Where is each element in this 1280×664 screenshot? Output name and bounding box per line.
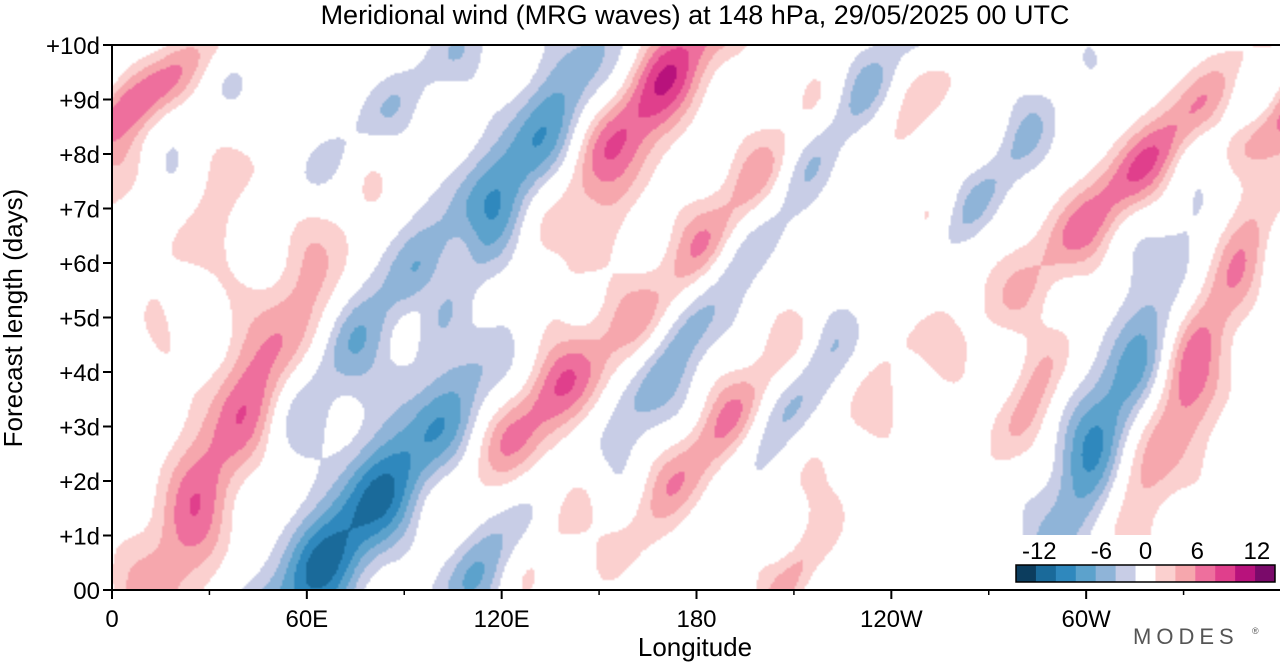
colorbar-swatch xyxy=(1135,565,1156,582)
colorbar-labels: -12 -6 0 6 12 xyxy=(1022,538,1270,565)
y-tick-label: +3d xyxy=(59,415,100,442)
colorbar-swatch xyxy=(1255,565,1276,582)
y-axis-label: Forecast length (days) xyxy=(0,189,28,448)
colorbar-swatch xyxy=(1055,565,1077,582)
x-tick-label: 180 xyxy=(676,606,716,633)
x-tick-label: 60E xyxy=(285,606,328,633)
x-tick-label: 120W xyxy=(860,606,923,633)
y-tick-label: 00 xyxy=(73,578,100,605)
brand-mark: ® xyxy=(1252,626,1259,636)
x-axis-label: Longitude xyxy=(638,632,752,662)
colorbar-swatch xyxy=(1035,565,1057,582)
chart-title: Meridional wind (MRG waves) at 148 hPa, … xyxy=(321,0,1070,30)
x-tick-label: 60W xyxy=(1061,606,1111,633)
colorbar-legend: -12 -6 0 6 12 xyxy=(1010,535,1280,589)
y-tick-label: +2d xyxy=(59,469,100,496)
colorbar-swatch xyxy=(1016,565,1037,582)
colorbar-tick-label: 0 xyxy=(1139,538,1152,565)
colorbar-swatch xyxy=(1075,565,1097,582)
y-axis: 00 +1d +2d +3d +4d +5d +6d +7d +8d +9d +10d xyxy=(46,33,112,605)
plot-area xyxy=(111,44,1280,591)
y-tick-label: +4d xyxy=(59,360,100,387)
x-tick-label: 120E xyxy=(474,606,530,633)
colorbar-frame xyxy=(1015,564,1276,583)
y-tick-label: +10d xyxy=(46,33,100,60)
colorbar-swatch xyxy=(1195,565,1216,582)
colorbar-swatch xyxy=(1155,565,1176,582)
y-tick-label: +1d xyxy=(59,524,100,551)
colorbar-tick-label: -12 xyxy=(1022,538,1057,565)
colorbar-swatch xyxy=(1095,565,1117,582)
colorbar-swatches xyxy=(1015,564,1276,583)
y-tick-label: +7d xyxy=(59,197,100,224)
colorbar-swatch xyxy=(1235,565,1256,582)
colorbar-swatch xyxy=(1115,565,1137,582)
y-tick-label: +8d xyxy=(59,142,100,169)
x-tick-label: 0 xyxy=(105,606,118,633)
colorbar-tick-label: 6 xyxy=(1191,538,1204,565)
x-axis: 0 60E 120E 180 120W 60W xyxy=(105,590,1185,633)
heatmap-image xyxy=(112,45,1280,590)
y-tick-label: +9d xyxy=(59,88,100,115)
brand-text: MODES xyxy=(1133,624,1239,649)
colorbar-swatch xyxy=(1215,565,1236,582)
y-tick-label: +5d xyxy=(59,306,100,333)
colorbar-tick-label: -6 xyxy=(1091,538,1112,565)
colorbar-swatch xyxy=(1175,565,1196,582)
modes-logo: MODES ® xyxy=(1133,624,1259,649)
colorbar-tick-label: 12 xyxy=(1244,538,1271,565)
y-tick-label: +6d xyxy=(59,251,100,278)
